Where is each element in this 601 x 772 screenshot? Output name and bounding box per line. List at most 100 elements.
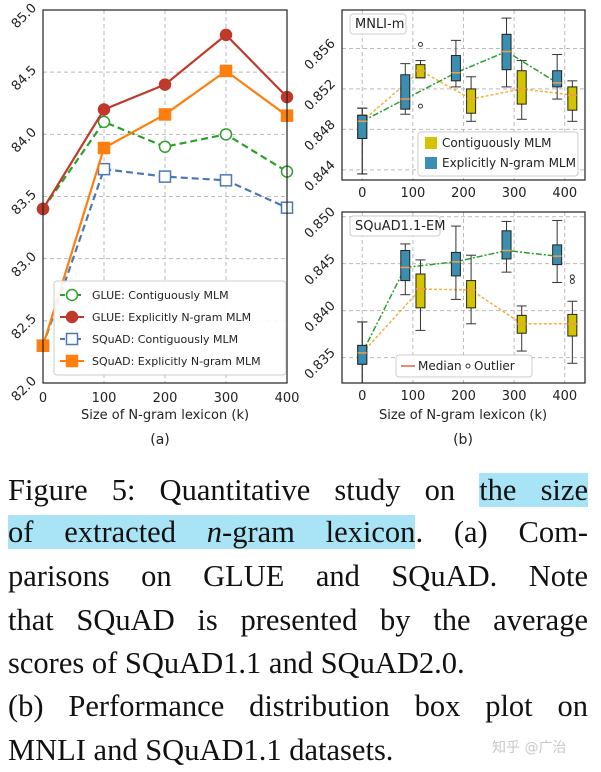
y-tick-label: 0.850	[302, 205, 339, 242]
caption-line: MNLI and SQuAD1.1 datasets.	[8, 730, 588, 770]
data-point	[219, 64, 233, 78]
box	[552, 54, 563, 100]
x-tick-label: 100	[92, 391, 117, 406]
box-body	[567, 86, 578, 111]
legend-label: Contiguously MLM	[442, 136, 551, 150]
legend-box	[417, 131, 579, 177]
data-point	[158, 140, 172, 154]
data-point	[97, 162, 111, 176]
box-body	[466, 88, 477, 114]
outlier	[569, 279, 575, 285]
figure-5: 0 100 200 300 400 82.0 82.5 83.0 83.5 84.0 84.5 85.…	[9, 1, 586, 448]
outlier	[417, 103, 423, 109]
y-tick-label: 0.848	[302, 117, 339, 154]
box-body	[415, 273, 426, 309]
watermark: 知乎 @广治	[492, 740, 567, 756]
subplot-title: MNLI-m	[355, 17, 404, 32]
y-tick-label: 83.5	[9, 187, 40, 218]
x-tick-label: 0	[358, 186, 366, 201]
data-point	[158, 170, 172, 183]
box	[400, 63, 411, 115]
highlighted-text: -gram lexicon	[222, 515, 416, 549]
legend-label: GLUE: Explicitly N-gram MLM	[92, 311, 251, 324]
highlighted-text: n	[206, 515, 223, 549]
panel-label: (b)	[453, 432, 473, 448]
data-point	[158, 108, 172, 121]
legend-box	[53, 280, 287, 376]
x-tick-label: 200	[451, 186, 476, 201]
outlier	[417, 41, 423, 47]
box-body	[400, 250, 411, 282]
legend-swatch	[425, 157, 437, 169]
plot-frame	[341, 9, 586, 181]
legend-marker	[65, 354, 79, 368]
box-body	[552, 70, 563, 88]
panel-label: (a)	[150, 432, 170, 448]
box	[450, 39, 461, 88]
box-body	[552, 244, 563, 266]
series-line	[42, 120, 288, 210]
x-tick-label: 200	[153, 391, 178, 406]
box-body	[450, 251, 461, 277]
legend-label: Median	[418, 359, 462, 373]
caption-text: MNLI and SQuAD1.1 datasets.	[8, 733, 394, 767]
caption-line: Figure 5: Quantitative study on the size	[8, 470, 588, 510]
subplot-title-box	[349, 13, 407, 35]
legend: GLUE: Contiguously MLM GLUE: Explicitly N…	[53, 280, 287, 376]
plot-frame	[42, 9, 288, 384]
subplot-title-box	[349, 215, 441, 237]
caption-text: parisons on GLUE and SQuAD. Note	[8, 559, 588, 593]
box	[567, 274, 578, 364]
y-tick-label: 82.5	[9, 312, 40, 343]
data-point	[219, 28, 233, 42]
caption-line: parisons on GLUE and SQuAD. Note	[8, 556, 588, 596]
caption-text: scores of SQuAD1.1 and SQuAD2.0.	[8, 646, 465, 680]
x-tick-label: 100	[400, 389, 425, 404]
x-tick-label: 0	[358, 389, 366, 404]
data-point	[219, 128, 233, 141]
y-tick-label: 0.852	[302, 77, 339, 114]
caption-text: (b) Performance distribution box plot on	[8, 689, 588, 723]
box	[415, 41, 426, 109]
legend-swatch	[425, 137, 437, 149]
y-tick-label: 0.844	[302, 158, 339, 195]
box-body	[357, 114, 368, 140]
box	[415, 259, 426, 331]
y-tick-label: 0.856	[302, 36, 339, 73]
x-tick-label: 300	[214, 391, 239, 406]
x-axis-label: Size of N-gram lexicon (k)	[81, 408, 249, 423]
box	[501, 220, 512, 273]
caption-line: of extracted n-gram lexicon. (a) Com-	[8, 512, 588, 552]
legend-marker	[65, 310, 79, 324]
legend-marker	[65, 288, 79, 302]
box-body	[501, 230, 512, 260]
chart-a: 0 100 200 300 400 82.0 82.5 83.0 83.5 84.0 84.5 85.…	[9, 1, 300, 448]
outlier-legend-marker	[465, 363, 471, 369]
legend-label: GLUE: Contiguously MLM	[92, 289, 229, 302]
y-tick-label: 0.840	[302, 299, 339, 336]
x-tick-label: 100	[400, 186, 425, 201]
box-body	[400, 74, 411, 110]
caption-text: that SQuAD is presented by the average	[8, 603, 588, 637]
box-body	[516, 70, 527, 105]
box-body	[357, 344, 368, 365]
box	[466, 76, 477, 122]
y-tick-label: 84.0	[9, 125, 40, 156]
x-tick-label: 400	[275, 391, 300, 406]
box	[501, 17, 512, 88]
caption-line: that SQuAD is presented by the average	[8, 600, 588, 640]
y-tick-label: 0.845	[302, 252, 339, 289]
data-point	[97, 141, 111, 155]
box	[516, 305, 527, 352]
legend-box	[395, 354, 533, 378]
legend-marker	[65, 332, 79, 346]
data-point	[97, 115, 111, 129]
data-point	[97, 103, 111, 116]
y-tick-label: 85.0	[9, 1, 40, 32]
box-body	[466, 280, 477, 309]
box	[400, 243, 411, 296]
x-axis-label: Size of N-gram lexicon (k)	[379, 408, 547, 423]
x-tick-label: 0	[39, 391, 47, 406]
